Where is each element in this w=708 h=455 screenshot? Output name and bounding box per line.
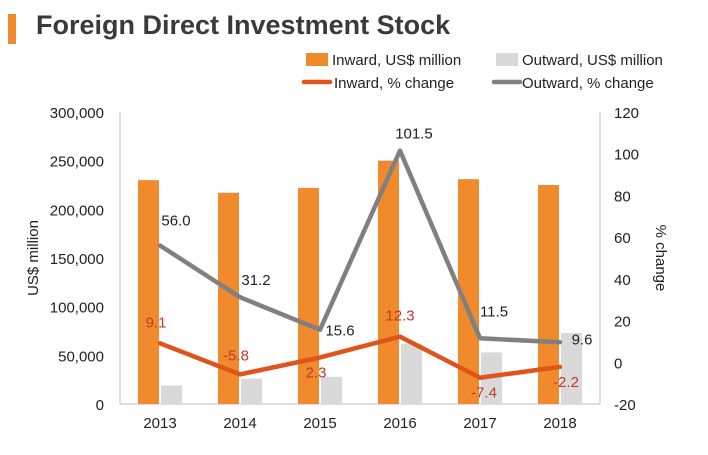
outward-bar [241, 378, 262, 404]
outward-bar [321, 376, 342, 404]
legend-outward-bar-label: Outward, US$ million [522, 52, 663, 69]
y-tick-label: 200,000 [50, 202, 104, 219]
inward-change-label: -7.4 [471, 385, 497, 402]
inward-bar [458, 179, 479, 404]
legend-inward-bar-label: Inward, US$ million [332, 52, 461, 69]
legend-outward-bar-swatch [496, 53, 518, 66]
inward-change-label: -2.2 [553, 374, 579, 391]
inward-change-label: 9.1 [146, 314, 167, 331]
inward-bar [538, 185, 559, 404]
inward-bar [218, 192, 239, 404]
inward-change-label: 2.3 [306, 364, 327, 381]
outward-bar [561, 332, 582, 404]
y2-tick-label: 40 [614, 272, 631, 289]
y-tick-label: 0 [96, 397, 104, 414]
outward-change-line [157, 148, 563, 345]
outward-change-label: 101.5 [395, 126, 433, 143]
x-tick-label: 2013 [143, 415, 176, 432]
outward-bar [161, 385, 182, 404]
x-tick-label: 2015 [303, 415, 336, 432]
outward-change-label: 56.0 [161, 212, 190, 229]
outward-change-label: 31.2 [241, 272, 270, 289]
legend-inward-bar-swatch [306, 53, 328, 66]
inward-change-line [157, 334, 563, 380]
y-axis-title: US$ million [25, 220, 42, 296]
outward-change-label: 15.6 [325, 323, 354, 340]
x-tick-label: 2018 [543, 415, 576, 432]
inward-change-label: 12.3 [385, 308, 414, 325]
y2-tick-label: -20 [614, 397, 636, 414]
y-tick-label: 300,000 [50, 105, 104, 122]
y2-axis-title: % change [652, 225, 669, 292]
y-tick-label: 100,000 [50, 300, 104, 317]
legend-inward-line-label: Inward, % change [334, 75, 454, 92]
chart-title: Foreign Direct Investment Stock [36, 10, 451, 40]
y-tick-label: 50,000 [58, 348, 104, 365]
x-tick-label: 2014 [223, 415, 256, 432]
legend-outward-line-label: Outward, % change [522, 75, 654, 92]
y2-tick-label: 20 [614, 314, 631, 331]
y2-tick-label: 80 [614, 188, 631, 205]
x-tick-label: 2016 [383, 415, 416, 432]
outward-change-label: 9.6 [572, 331, 593, 348]
title-accent-bar [8, 14, 16, 44]
inward-bar [138, 180, 159, 404]
y2-tick-label: 0 [614, 355, 622, 372]
inward-bar [298, 187, 319, 404]
outward-bar [401, 343, 422, 404]
x-tick-label: 2017 [463, 415, 496, 432]
outward-change-label: 11.5 [480, 303, 508, 320]
y-tick-label: 250,000 [50, 154, 104, 171]
y-tick-label: 150,000 [50, 251, 104, 268]
y2-tick-label: 100 [614, 147, 639, 164]
y2-tick-label: 60 [614, 230, 631, 247]
y2-tick-label: 120 [614, 105, 639, 122]
inward-change-label: -5.8 [223, 347, 249, 364]
